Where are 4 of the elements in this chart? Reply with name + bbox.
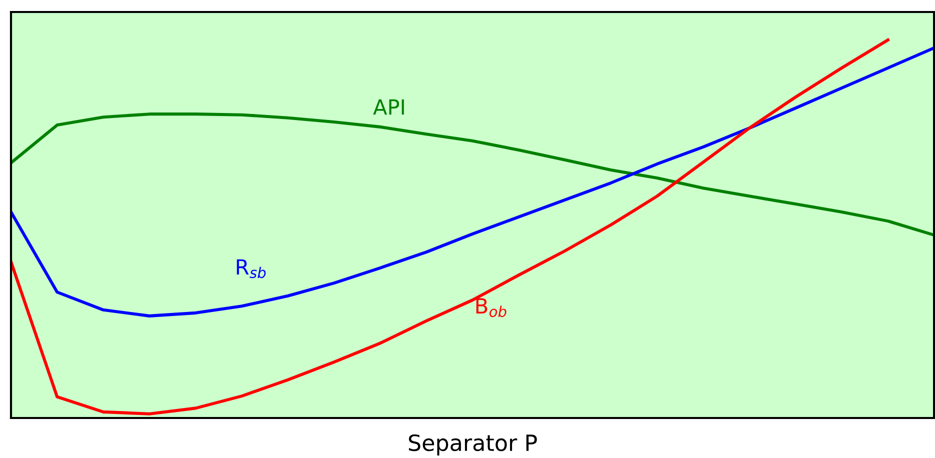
x-axis-title: Separator P xyxy=(408,434,537,456)
series-label: R$_{sb}$ xyxy=(236,259,266,278)
series-label: API xyxy=(373,99,404,115)
series-label: B$_{ob}$ xyxy=(476,298,506,318)
